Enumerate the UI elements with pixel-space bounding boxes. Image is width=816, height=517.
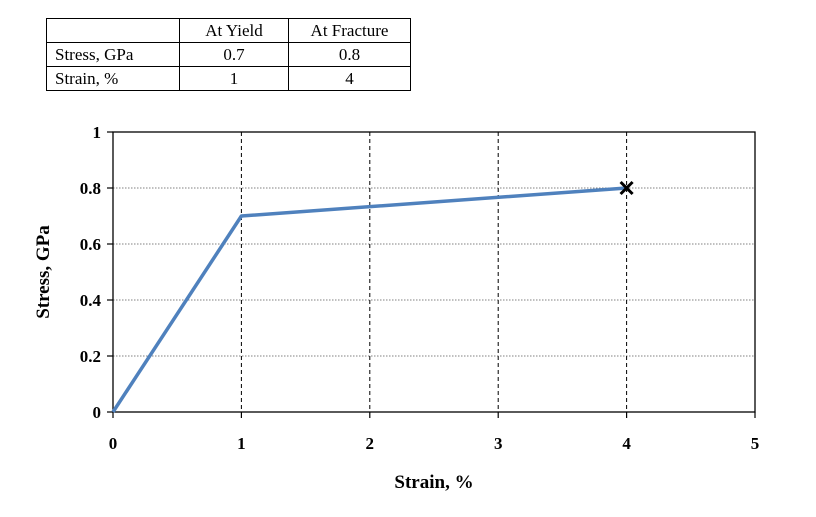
y-tick-label: 1 (93, 123, 102, 142)
marker-stroke (619, 180, 634, 196)
table-row-stress: Stress, GPa 0.7 0.8 (46, 42, 411, 67)
plot-area-frame (112, 131, 756, 413)
properties-table: At Yield At Fracture Stress, GPa 0.7 0.8… (46, 18, 411, 91)
series-layer (111, 180, 634, 413)
x-tick-label: 3 (494, 434, 503, 453)
table-cell-fracture: 4 (288, 66, 411, 91)
table-row-label: Strain, % (46, 66, 180, 91)
table-cell-fracture: 0.8 (288, 42, 411, 67)
y-tick-label: 0.4 (80, 291, 102, 310)
y-tick-label: 0.6 (80, 235, 101, 254)
stress-strain-line (111, 186, 627, 413)
y-tick-label: 0.8 (80, 179, 101, 198)
x-tick-label: 1 (237, 434, 246, 453)
tick-labels: 0 0.2 0.4 0.6 0.8 1 0 1 2 3 4 5 (80, 123, 760, 453)
x-axis-title: Strain, % (394, 472, 473, 493)
x-tick-label: 4 (622, 434, 631, 453)
y-axis-title: Stress, GPa (33, 225, 54, 319)
table-row-label: Stress, GPa (46, 42, 180, 67)
y-tick-label: 0.2 (80, 347, 101, 366)
y-tick-label: 0 (93, 403, 102, 422)
fracture-point-marker (619, 180, 634, 196)
x-tick-label: 5 (751, 434, 760, 453)
table-row-strain: Strain, % 1 4 (46, 66, 411, 91)
x-tick-label: 0 (109, 434, 118, 453)
x-tick-label: 2 (366, 434, 375, 453)
grid-layer (107, 131, 756, 418)
